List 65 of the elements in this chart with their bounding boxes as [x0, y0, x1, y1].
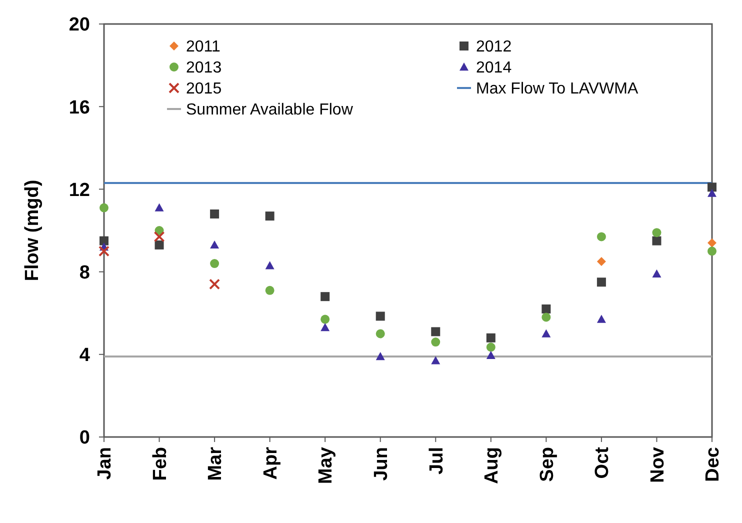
legend-label: 2011	[186, 38, 221, 56]
y-tick-label: 20	[68, 14, 90, 36]
point	[210, 240, 220, 249]
point	[542, 312, 551, 322]
y-tick-label: 12	[68, 180, 90, 201]
point	[376, 352, 385, 360]
point	[708, 188, 716, 197]
point	[652, 236, 662, 246]
y-tick-label: 16	[68, 97, 90, 118]
y-tick-label: 8	[79, 262, 90, 284]
point	[708, 246, 716, 256]
point	[596, 232, 606, 242]
y-tick-label: 4	[79, 345, 90, 366]
x-tick-label: Dec	[702, 446, 724, 482]
point	[596, 278, 606, 287]
point	[320, 292, 330, 302]
point	[652, 269, 662, 278]
point	[154, 203, 164, 212]
point	[320, 314, 330, 324]
point	[376, 312, 385, 321]
point	[652, 228, 662, 238]
x-tick-label: Mar	[205, 446, 226, 481]
legend-label: Summer Available Flow	[186, 102, 354, 119]
point	[209, 278, 220, 290]
point	[376, 329, 385, 338]
x-tick-label: Jun	[371, 447, 392, 481]
x-tick-label: Sep	[536, 447, 558, 482]
point	[542, 304, 551, 314]
point	[486, 333, 496, 342]
point	[154, 231, 165, 242]
x-tick-label: May	[316, 446, 337, 484]
point	[100, 236, 108, 246]
point	[320, 323, 330, 332]
point	[542, 329, 551, 338]
point	[431, 327, 440, 336]
point	[596, 314, 606, 323]
x-tick-label: Apr	[260, 446, 282, 480]
point	[265, 261, 274, 270]
x-tick-label: Oct	[592, 446, 614, 479]
point	[486, 342, 496, 352]
point	[708, 182, 716, 192]
legend-label: Max Flow To LAVWMA	[476, 80, 638, 98]
point	[100, 203, 108, 212]
point	[154, 240, 164, 250]
point	[265, 286, 274, 295]
x-tick-label: Feb	[150, 447, 171, 481]
x-tick-label: Jul	[426, 447, 448, 474]
legend-label: 2013	[186, 60, 222, 77]
y-tick-label: 0	[79, 428, 90, 449]
point	[98, 246, 110, 257]
legend-label: 2014	[476, 60, 512, 77]
x-tick-label: Aug	[482, 447, 503, 484]
x-tick-label: Nov	[647, 446, 668, 483]
point	[265, 212, 274, 221]
point	[210, 259, 220, 268]
x-tick-label: Jan	[94, 447, 116, 480]
point	[486, 350, 496, 360]
point	[210, 209, 220, 218]
y-axis-title: Flow (mgd)	[22, 180, 43, 282]
point	[431, 356, 440, 364]
legend-label: 2015	[186, 80, 222, 98]
legend-label: 2012	[476, 38, 512, 56]
point	[431, 338, 440, 347]
point	[708, 238, 716, 248]
point	[596, 256, 606, 266]
